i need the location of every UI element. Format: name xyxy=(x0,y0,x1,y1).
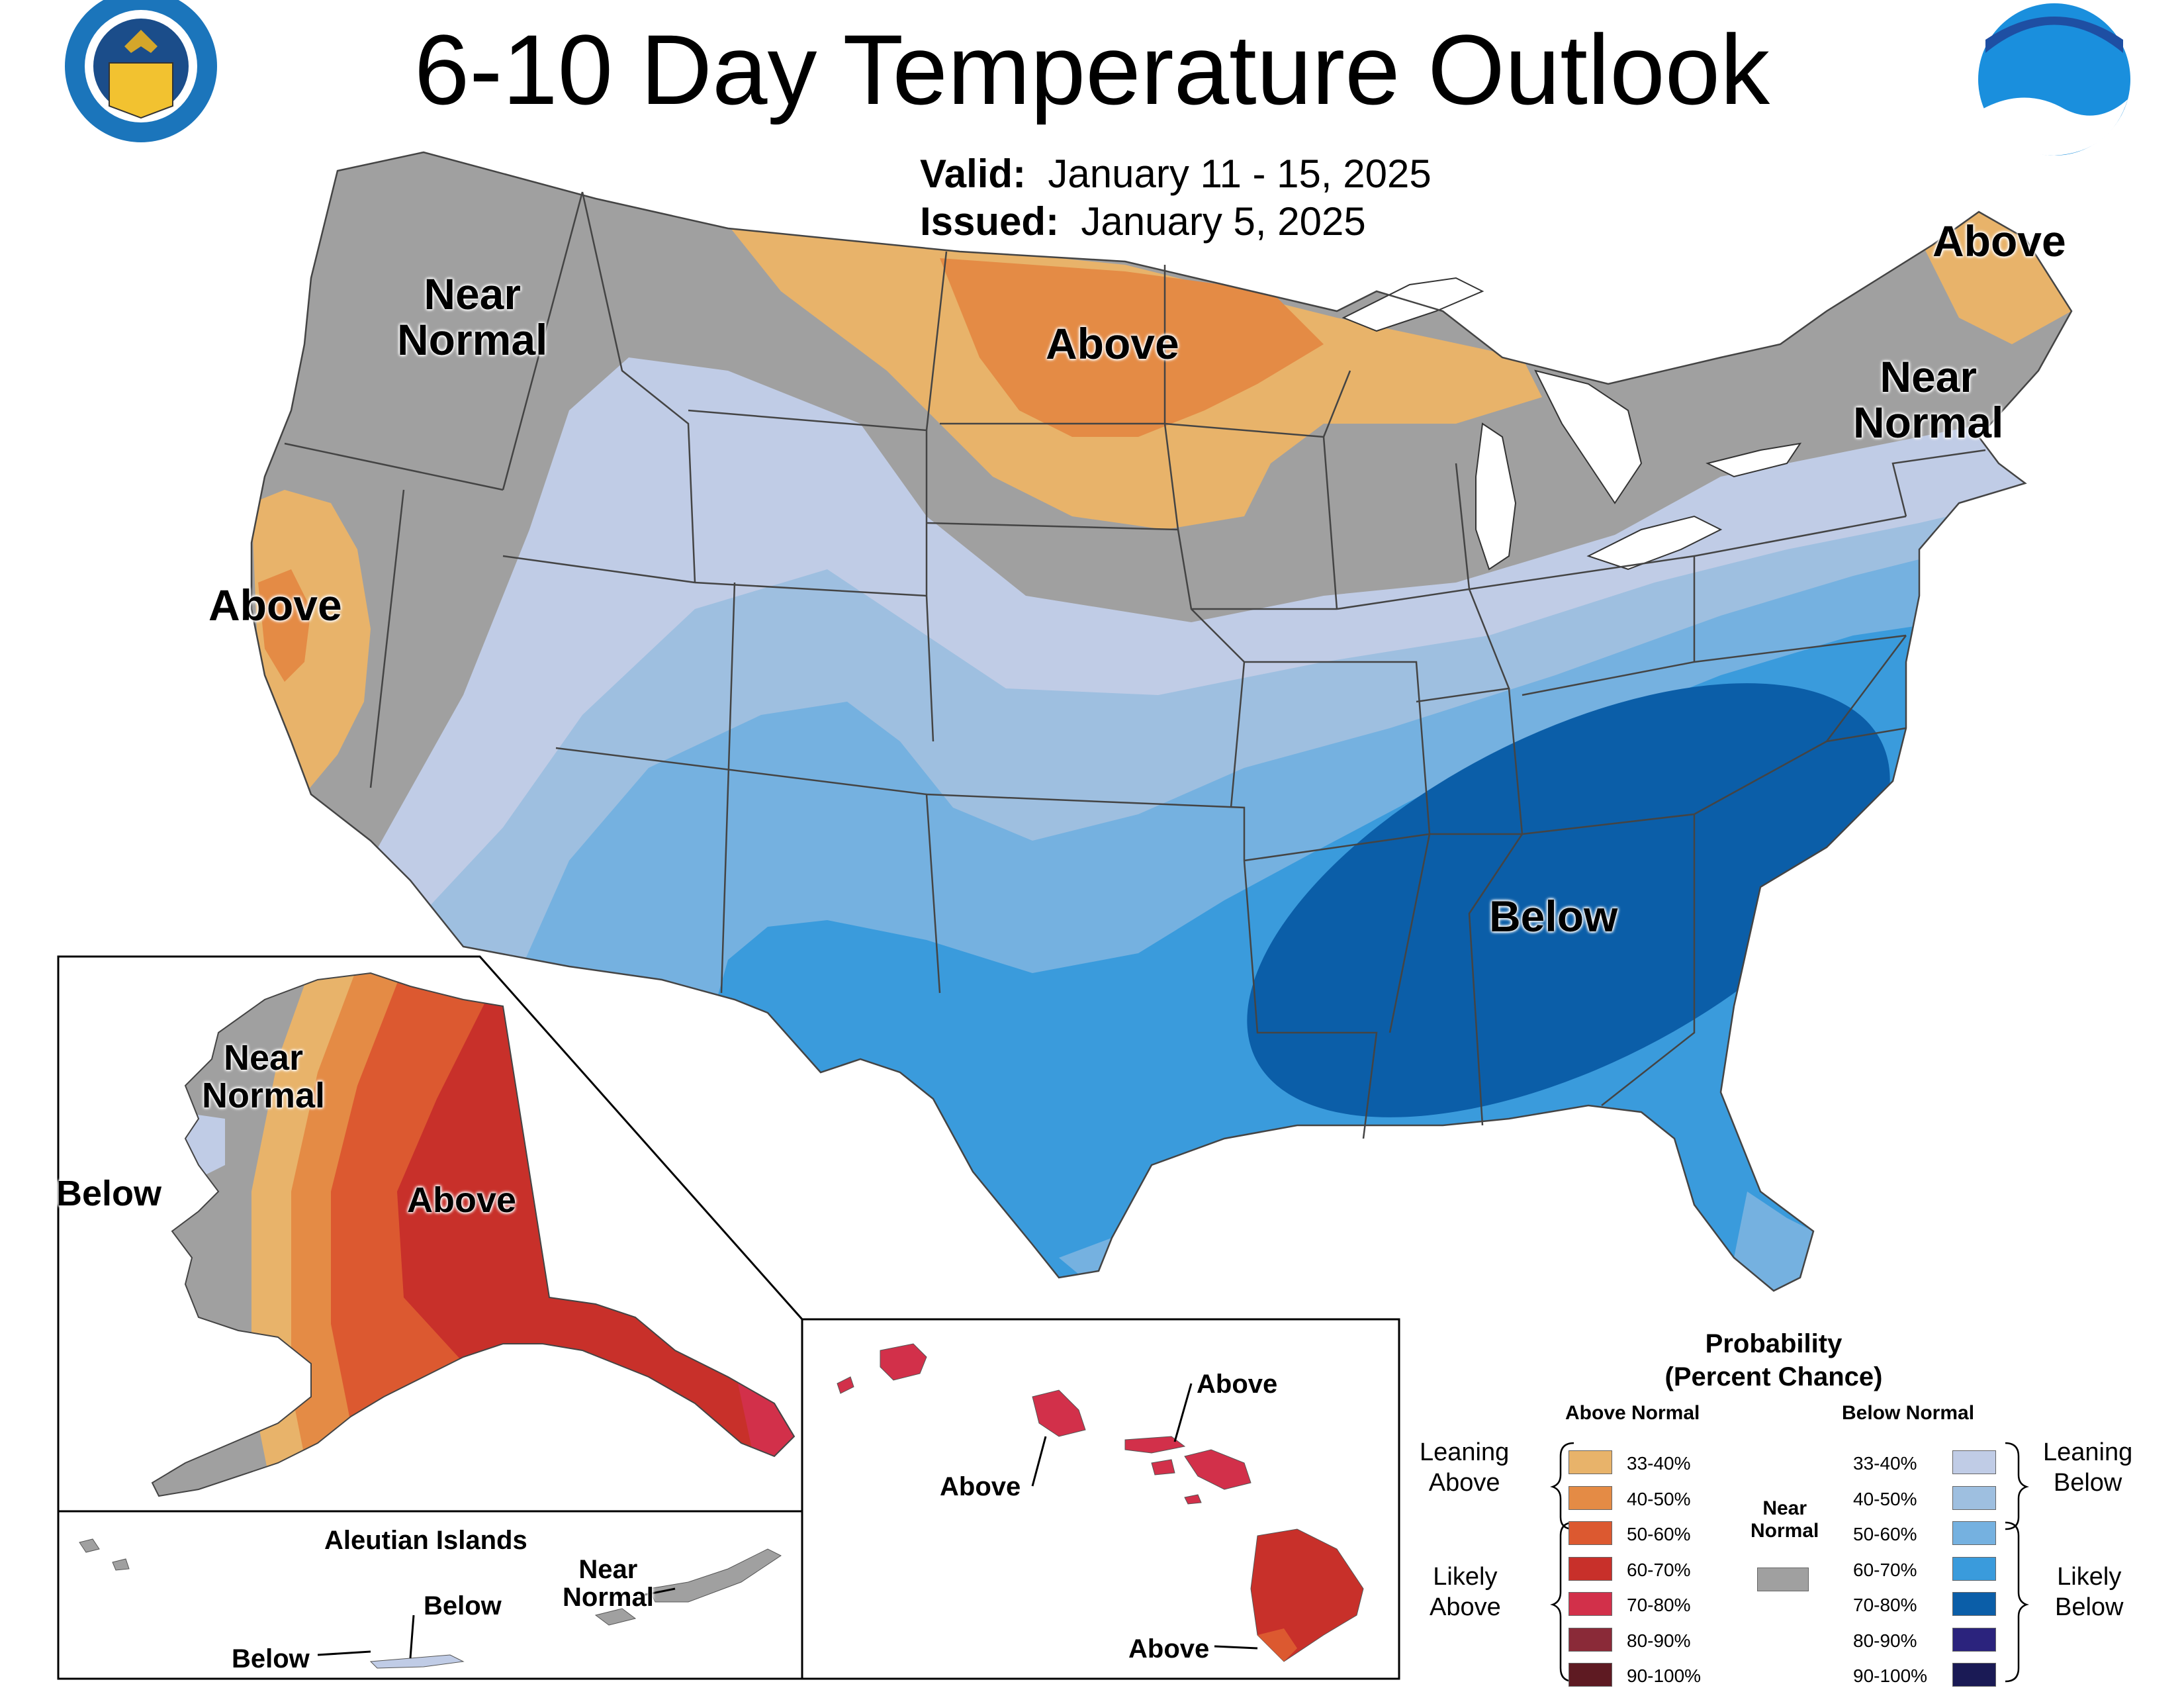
legend-below-label: 80-90% xyxy=(1853,1630,1917,1651)
valid-label: Valid: xyxy=(920,152,1026,196)
legend-below-swatch xyxy=(1952,1556,1996,1581)
legend-above-swatch xyxy=(1569,1450,1612,1474)
legend-above-swatch xyxy=(1569,1663,1612,1687)
alaska-label-above: Above xyxy=(407,1180,517,1220)
legend-above-swatch xyxy=(1569,1485,1612,1510)
legend-likely-above: Likely Above xyxy=(1430,1563,1501,1621)
aleutian-inset xyxy=(57,1510,803,1680)
map-label-north-central: Above xyxy=(1046,319,1179,368)
legend-above-label: 90-100% xyxy=(1627,1665,1702,1686)
great-lakes xyxy=(1342,277,1802,571)
hawaii-label-north: Above xyxy=(1197,1370,1278,1399)
legend-above-label: 33-40% xyxy=(1627,1453,1691,1474)
valid-dates: January 11 - 15, 2025 xyxy=(1048,152,1432,196)
hawaii-inset xyxy=(801,1318,1400,1680)
legend-below-label: 90-100% xyxy=(1853,1665,1928,1686)
legend-near-normal-label: Near Normal xyxy=(1751,1497,1819,1542)
issued-label: Issued: xyxy=(920,199,1060,244)
legend-above-label: 50-60% xyxy=(1627,1524,1691,1544)
hawaii-label-south: Above xyxy=(1128,1634,1210,1664)
aleutian-leader-line xyxy=(317,1650,371,1656)
legend-above-swatch xyxy=(1569,1592,1612,1616)
department-of-commerce-seal-icon xyxy=(65,0,217,142)
aleutian-label-below-east: Below xyxy=(424,1591,502,1620)
legend-below-swatch xyxy=(1952,1627,1996,1652)
issued-date: January 5, 2025 xyxy=(1081,199,1366,244)
legend-above-header: Above Normal xyxy=(1565,1402,1700,1424)
map-label-northwest: Near Normal xyxy=(397,269,548,365)
valid-line: Valid: January 11 - 15, 2025 xyxy=(920,151,1432,197)
noaa-logo-icon xyxy=(1978,3,2130,156)
legend-above-swatch xyxy=(1569,1627,1612,1652)
legend-above-label: 80-90% xyxy=(1627,1630,1691,1651)
aleutian-leader-line xyxy=(641,1587,676,1597)
aleutian-label-below-west: Below xyxy=(232,1644,310,1673)
legend-below-label: 70-80% xyxy=(1853,1595,1917,1615)
aleutian-leader-line xyxy=(409,1615,415,1659)
legend-above-swatch xyxy=(1569,1556,1612,1581)
legend-below-swatch xyxy=(1952,1592,1996,1616)
legend-below-swatch xyxy=(1952,1485,1996,1510)
legend-above-label: 40-50% xyxy=(1627,1488,1691,1509)
alaska-label-near-normal: Near Normal xyxy=(202,1038,326,1115)
map-label-new-england: Above xyxy=(1933,216,2066,265)
legend-title-line2: (Percent Chance) xyxy=(1664,1362,1883,1391)
legend-above-label: 60-70% xyxy=(1627,1559,1691,1580)
legend-below-label: 40-50% xyxy=(1853,1488,1917,1509)
legend-below-swatch xyxy=(1952,1450,1996,1474)
legend-above-label: 70-80% xyxy=(1627,1595,1691,1615)
legend-near-normal-swatch xyxy=(1757,1568,1809,1591)
issued-line: Issued: January 5, 2025 xyxy=(920,199,1366,244)
legend-below-swatch xyxy=(1952,1521,1996,1545)
map-label-california: Above xyxy=(208,581,342,630)
legend-above-swatch xyxy=(1569,1521,1612,1545)
page-title: 6-10 Day Temperature Outlook xyxy=(414,14,1770,125)
conus-borders xyxy=(250,151,2073,1292)
map-label-southeast: Below xyxy=(1489,892,1618,941)
legend-below-header: Below Normal xyxy=(1842,1402,1975,1424)
map-label-northeast: Near Normal xyxy=(1853,352,2004,447)
hawaii-label-west: Above xyxy=(940,1472,1021,1501)
legend-leaning-above: Leaning Above xyxy=(1420,1438,1510,1497)
aleutian-title: Aleutian Islands xyxy=(324,1526,527,1555)
legend-below-label: 60-70% xyxy=(1853,1559,1917,1580)
legend-below-label: 50-60% xyxy=(1853,1524,1917,1544)
alaska-label-below: Below xyxy=(56,1174,162,1213)
legend-below-swatch xyxy=(1952,1663,1996,1687)
legend-title: Probability (Percent Chance) xyxy=(1628,1327,1919,1393)
legend-likely-below: Likely Below xyxy=(2055,1563,2124,1621)
legend-title-line1: Probability xyxy=(1705,1329,1843,1358)
legend-below-label: 33-40% xyxy=(1853,1453,1917,1474)
aleutian-label-near-normal: Near Normal xyxy=(563,1555,654,1612)
legend-leaning-below: Leaning Below xyxy=(2043,1438,2133,1497)
